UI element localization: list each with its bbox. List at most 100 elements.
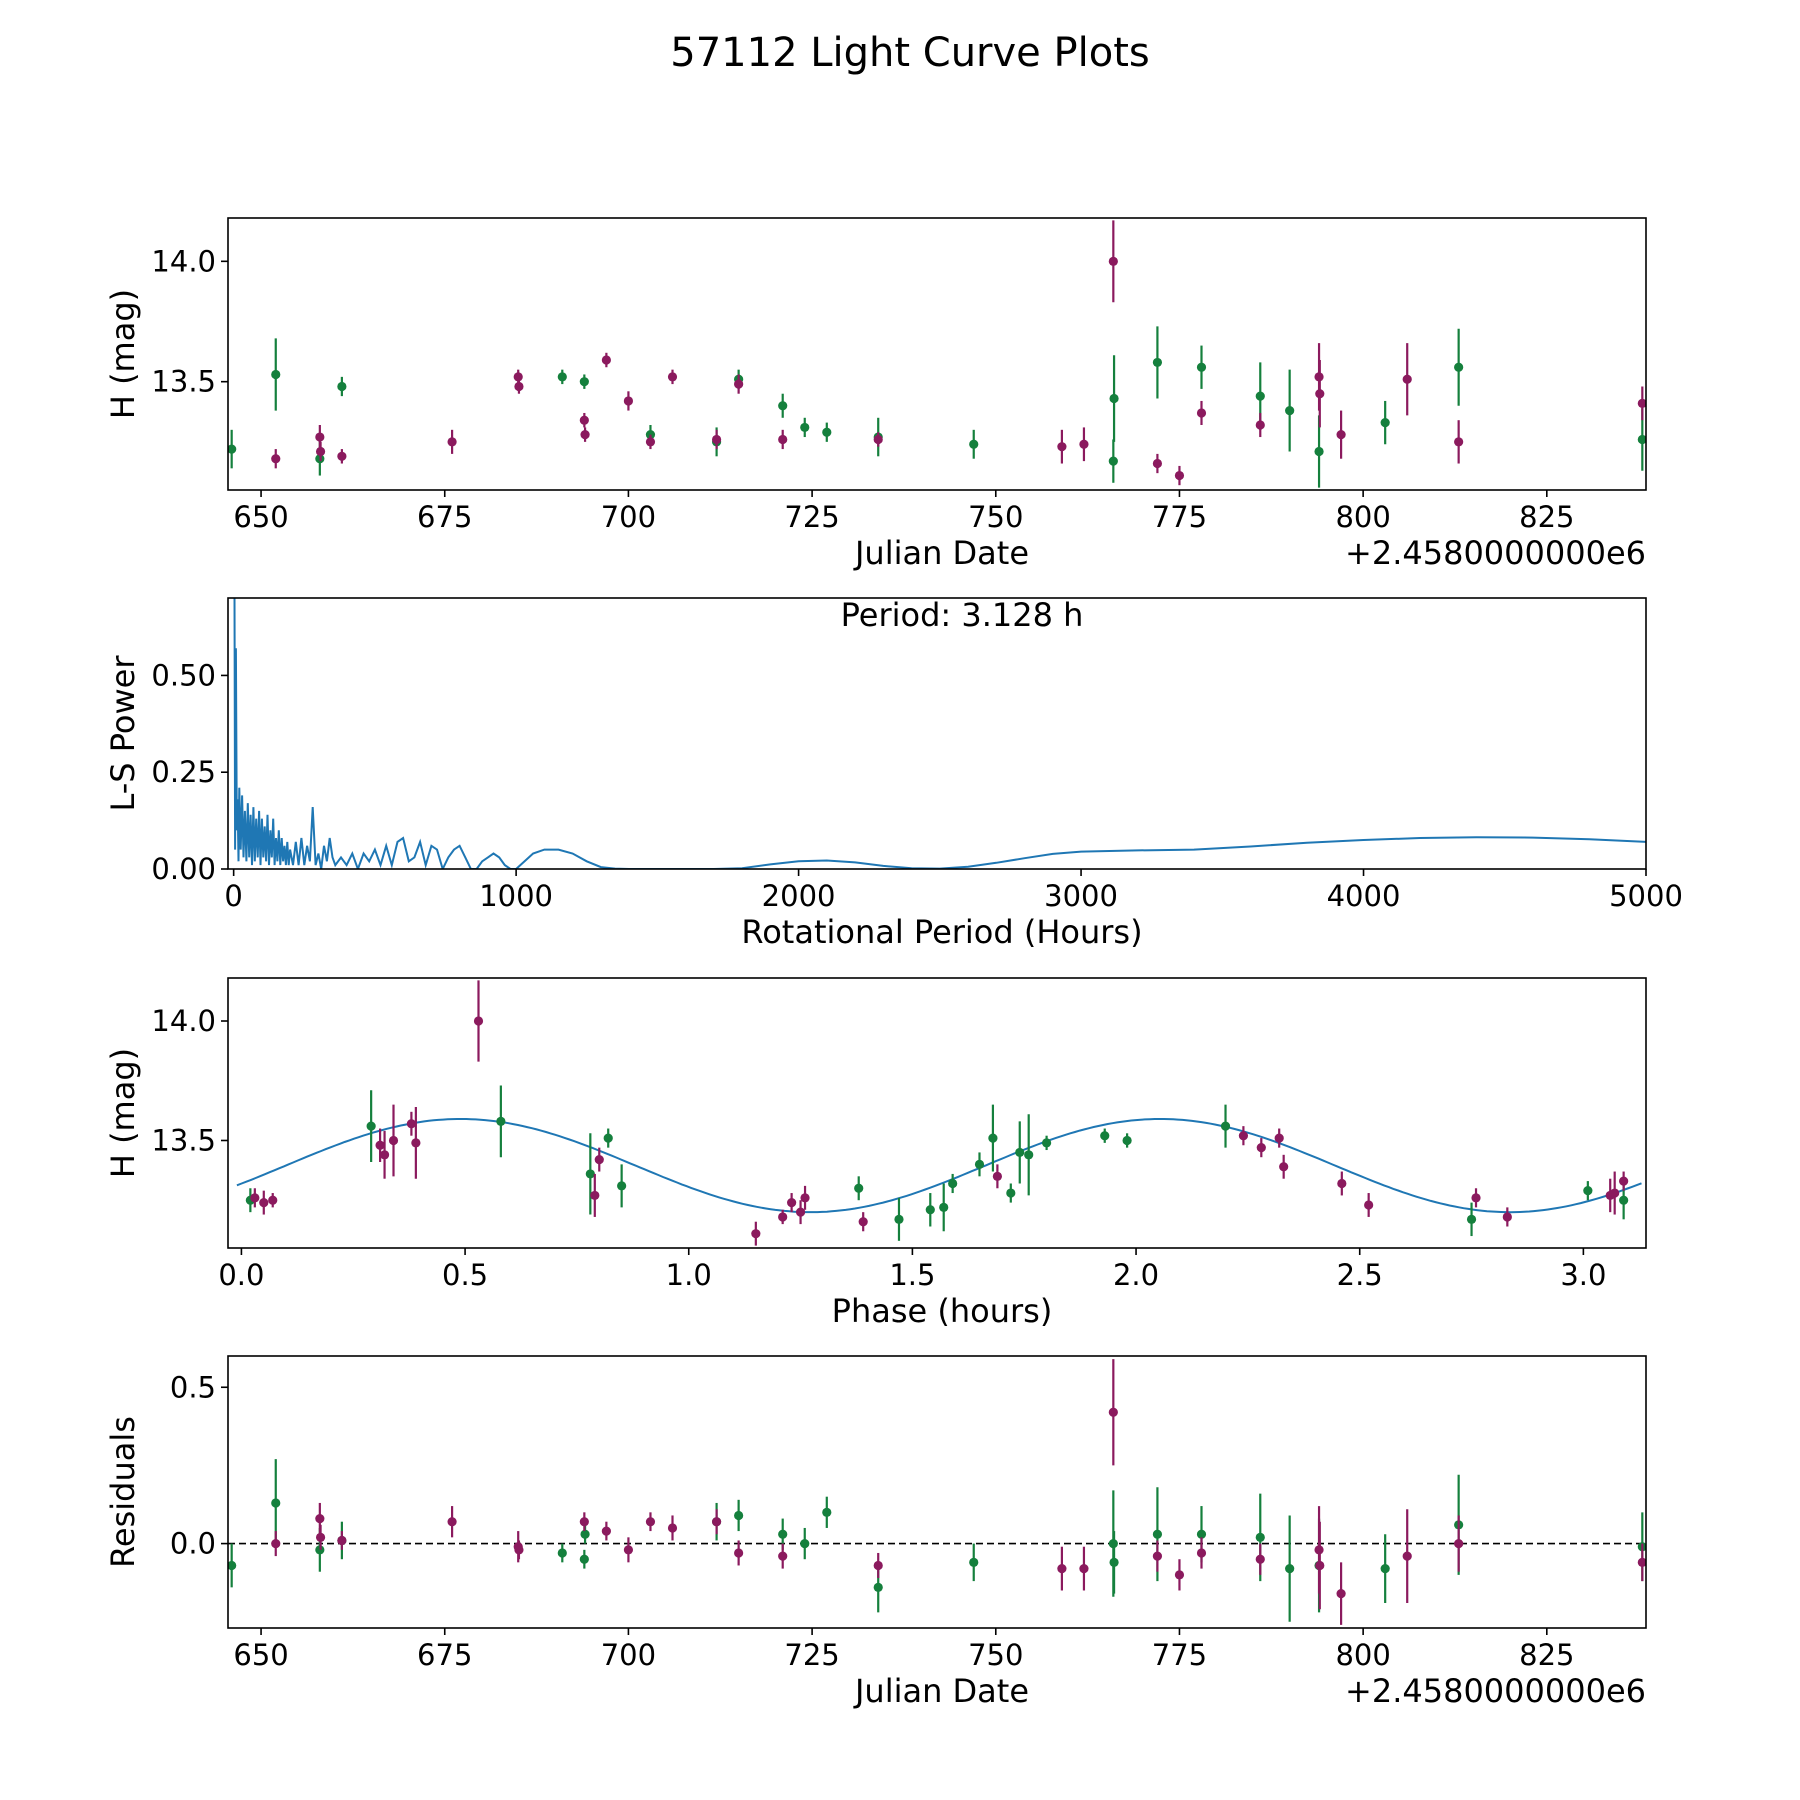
purple-point (1196, 1537, 1207, 1569)
data-marker (603, 1133, 613, 1143)
purple-point (250, 1188, 260, 1208)
green-point (1380, 400, 1390, 445)
data-marker (1220, 1121, 1231, 1131)
x-axis-label: Julian Date (853, 1672, 1029, 1710)
data-marker (1122, 1135, 1132, 1146)
data-marker (1255, 420, 1265, 430)
purple-point (1402, 343, 1412, 416)
data-marker (579, 415, 589, 425)
green-point (854, 1176, 864, 1201)
green-point (603, 1128, 613, 1148)
data-marker (778, 434, 788, 445)
purple-point (315, 441, 326, 462)
data-marker (1152, 1551, 1163, 1561)
data-marker (315, 1513, 325, 1524)
green-point (1196, 345, 1207, 389)
purple-point (1454, 1515, 1464, 1572)
purple-point (711, 1509, 722, 1535)
x-tick-label: 0 (224, 879, 242, 913)
x-tick-label: 0.5 (442, 1258, 488, 1292)
data-marker (1285, 1563, 1295, 1574)
x-tick-label: 675 (417, 1638, 472, 1672)
data-marker (259, 1198, 269, 1208)
data-marker (795, 1207, 806, 1217)
data-marker (1196, 408, 1207, 418)
data-marker (1380, 1563, 1390, 1574)
data-marker (337, 381, 347, 392)
data-marker (1100, 1131, 1110, 1141)
purple-point (667, 1515, 678, 1541)
x-tick-label: 700 (601, 1638, 656, 1672)
data-marker (514, 1545, 524, 1555)
data-marker (557, 372, 567, 382)
purple-point (601, 1521, 611, 1541)
purple-point (1238, 1126, 1249, 1146)
axes-frame (227, 977, 1647, 1249)
figure-title: 57112 Light Curve Plots (670, 30, 1149, 76)
data-marker (800, 1193, 810, 1203)
data-marker (1152, 1529, 1163, 1539)
purple-point (1402, 1509, 1412, 1603)
y-axis-label: L-S Power (104, 655, 142, 812)
purple-point (873, 432, 883, 447)
data-marker (250, 1193, 260, 1203)
data-marker (988, 1133, 998, 1143)
y-tick-label: 0.25 (151, 755, 216, 789)
purple-point (447, 1506, 457, 1538)
x-tick-label: 650 (233, 1638, 288, 1672)
green-point (579, 1549, 589, 1569)
green-point (939, 1183, 949, 1232)
green-point (579, 374, 589, 389)
y-tick-label: 14.0 (151, 244, 216, 278)
purple-point (1336, 410, 1346, 459)
y-axis-label: Residuals (104, 1416, 142, 1568)
data-marker (1255, 1532, 1265, 1542)
green-point (228, 1543, 237, 1588)
purple-point (271, 449, 281, 469)
data-marker (496, 1116, 506, 1126)
purple-point (1637, 1543, 1646, 1582)
purple-point (1108, 1359, 1118, 1466)
plot-area (233, 598, 1646, 869)
purple-point (447, 429, 457, 454)
data-marker (925, 1205, 935, 1215)
purple-point (1637, 386, 1646, 421)
data-marker (315, 432, 325, 442)
green-point (271, 338, 281, 411)
data-marker (778, 1212, 788, 1222)
green-point (1041, 1135, 1052, 1151)
axes-frame (227, 217, 1647, 491)
purple-point (1057, 1546, 1067, 1591)
data-marker (1006, 1188, 1016, 1198)
purple-point (1454, 420, 1464, 464)
x-tick-label: 2.0 (1113, 1258, 1159, 1292)
green-point (557, 1543, 567, 1563)
green-point (1108, 439, 1118, 483)
data-marker (800, 1538, 810, 1549)
green-point (1015, 1121, 1025, 1184)
purple-point (1364, 1193, 1374, 1217)
purple-point (734, 374, 744, 394)
data-marker (1583, 1186, 1593, 1196)
green-point (1109, 1531, 1119, 1594)
purple-point (1196, 400, 1207, 426)
data-marker (1152, 458, 1163, 469)
data-marker (1637, 434, 1646, 445)
data-marker (271, 454, 281, 464)
data-marker (315, 446, 326, 457)
data-marker (271, 1538, 281, 1549)
purple-point (580, 427, 590, 442)
purple-point (337, 449, 347, 464)
purple-point (601, 352, 611, 368)
data-marker (1619, 1195, 1629, 1205)
data-marker (858, 1217, 868, 1227)
purple-point (1079, 1546, 1089, 1591)
purple-point (1502, 1207, 1512, 1227)
data-marker (1256, 1143, 1266, 1153)
green-point (969, 429, 979, 459)
purple-point (1279, 1154, 1289, 1179)
data-marker (337, 451, 347, 461)
purple-point (268, 1193, 278, 1208)
purple-point (590, 1173, 600, 1217)
green-point (585, 1133, 595, 1215)
